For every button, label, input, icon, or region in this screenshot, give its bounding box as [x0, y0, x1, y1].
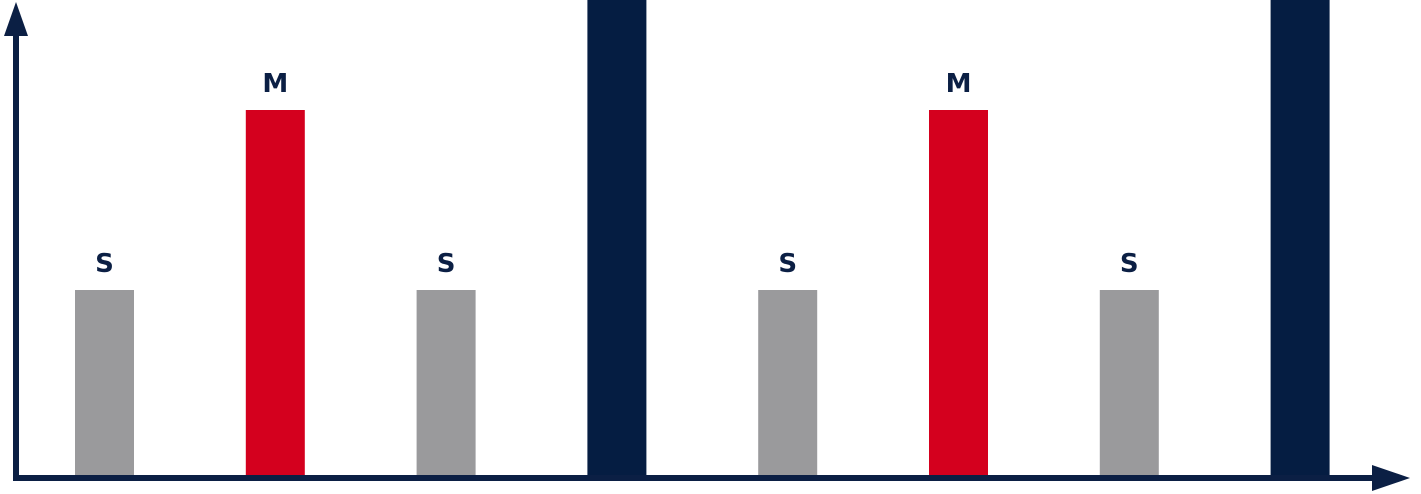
- bar-6-m: [929, 110, 988, 475]
- bar-label-2: M: [262, 69, 288, 99]
- bar-label-7: S: [1120, 249, 1139, 279]
- bar-label-5: S: [778, 249, 797, 279]
- bar-4-l: [587, 0, 647, 475]
- bar-7-s: [1099, 290, 1159, 475]
- bar-labels-group: SMSLSMSL: [95, 69, 1139, 279]
- bar-label-3: S: [437, 249, 456, 279]
- bar-label-6: M: [946, 69, 972, 99]
- bars-group: [75, 0, 1330, 475]
- bar-8-l: [1270, 0, 1330, 475]
- bar-3-s: [416, 290, 476, 475]
- bar-1-s: [75, 290, 134, 475]
- x-axis-arrow: [1372, 465, 1410, 491]
- bar-label-1: S: [95, 249, 114, 279]
- bar-5-s: [758, 290, 818, 475]
- axes: [4, 2, 1410, 491]
- y-axis-arrow: [4, 2, 28, 36]
- bar-2-m: [245, 110, 305, 475]
